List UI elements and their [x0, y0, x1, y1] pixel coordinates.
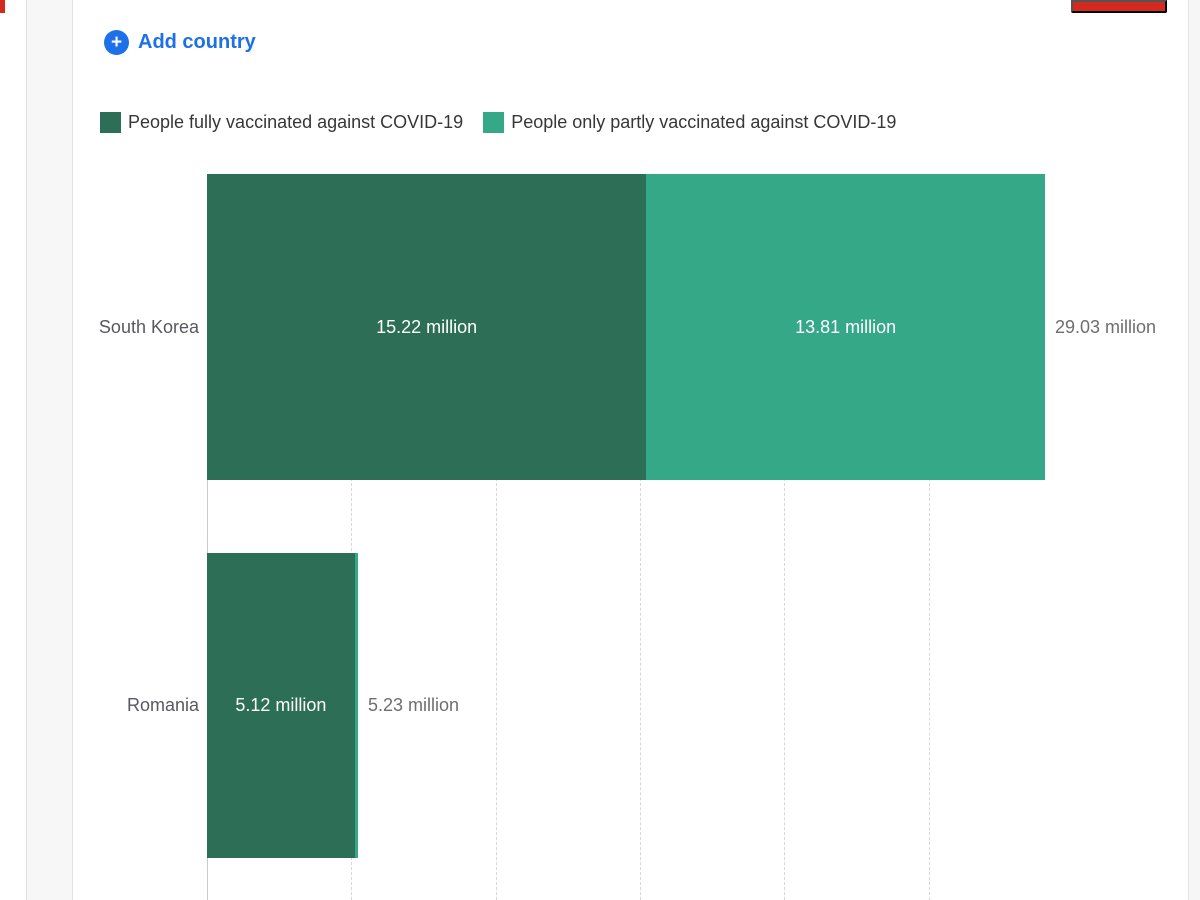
gridline-10 [495, 174, 497, 900]
add-country-label: Add country [138, 31, 256, 53]
legend-swatch-fully-icon [100, 112, 121, 133]
right-scrollbar-track[interactable] [1188, 0, 1200, 900]
gridline-15 [640, 174, 641, 900]
bar-value-label: 15.22 million [376, 316, 478, 337]
legend-item-partly: People only partly vaccinated against CO… [483, 112, 896, 133]
legend-item-fully: People fully vaccinated against COVID-19 [100, 112, 463, 133]
bar-row-south-korea: South Korea 15.22 million 13.81 million … [0, 174, 1200, 480]
legend-label-partly: People only partly vaccinated against CO… [511, 112, 897, 132]
gridline-25 [928, 174, 930, 900]
legend-label-fully: People fully vaccinated against COVID-19 [128, 112, 464, 132]
top-right-red-button[interactable] [1071, 0, 1167, 13]
legend-swatch-partly-icon [483, 112, 505, 133]
top-left-red-fragment [0, 0, 5, 13]
y-axis-line [207, 174, 208, 900]
bar-segment-partly-romania[interactable] [354, 553, 358, 858]
bar-segment-fully-romania[interactable]: 5.12 million [207, 553, 355, 858]
gridline-20 [784, 174, 786, 900]
total-label-south-korea: 29.03 million [1055, 316, 1157, 337]
bar-value-label: 5.12 million [235, 695, 327, 715]
plus-circle-icon: + [104, 30, 129, 55]
category-label-romania: Romania [126, 695, 199, 715]
total-label-romania: 5.23 million [367, 695, 460, 715]
bar-value-label: 13.81 million [795, 316, 897, 337]
left-page-edge [26, 0, 73, 900]
category-label-south-korea: South Korea [98, 316, 199, 337]
bar-segment-fully-south-korea[interactable]: 15.22 million [207, 174, 647, 480]
gridline-5 [351, 174, 353, 900]
add-country-button[interactable]: + Add country [104, 30, 256, 55]
legend: People fully vaccinated against COVID-19… [100, 112, 896, 133]
bar-row-romania: Romania 5.12 million 5.23 million [0, 553, 1200, 858]
bar-segment-partly-south-korea[interactable]: 13.81 million [646, 174, 1045, 480]
